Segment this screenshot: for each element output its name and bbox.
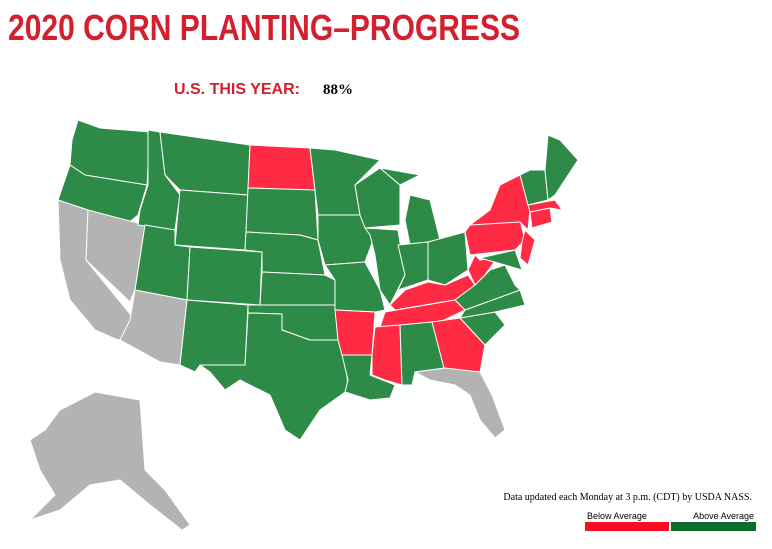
- state: [199, 312, 349, 441]
- summary-value: 88%: [323, 82, 353, 98]
- state: [404, 194, 441, 246]
- state: [174, 189, 249, 251]
- state: [479, 249, 523, 271]
- state: [179, 299, 249, 373]
- state: [186, 246, 263, 306]
- state: [341, 354, 396, 401]
- legend-label: Below Average: [587, 511, 647, 521]
- state: [431, 317, 486, 373]
- legend-label: Above Average: [693, 511, 754, 521]
- state: [364, 227, 406, 306]
- state: [85, 209, 146, 303]
- state: [519, 229, 536, 266]
- state: [544, 134, 579, 201]
- legend-swatch: [671, 522, 756, 531]
- summary-label: U.S. THIS YEAR:: [174, 81, 300, 98]
- legend: Below Average Above Average: [585, 511, 756, 531]
- state: [427, 231, 469, 286]
- state: [259, 271, 336, 306]
- state: [397, 241, 429, 291]
- state: [334, 309, 376, 356]
- footnote: Data updated each Monday at 3 p.m. (CDT)…: [503, 492, 752, 503]
- state: [29, 391, 191, 531]
- legend-swatch: [585, 522, 669, 531]
- state: [414, 367, 506, 439]
- state: [324, 261, 386, 313]
- page-title: 2020 CORN PLANTING–PROGRESS: [8, 7, 520, 48]
- state: [371, 324, 403, 386]
- us-map: [29, 119, 579, 531]
- state: [469, 174, 531, 231]
- state: [379, 167, 421, 186]
- state: [527, 199, 563, 213]
- state: [247, 144, 316, 191]
